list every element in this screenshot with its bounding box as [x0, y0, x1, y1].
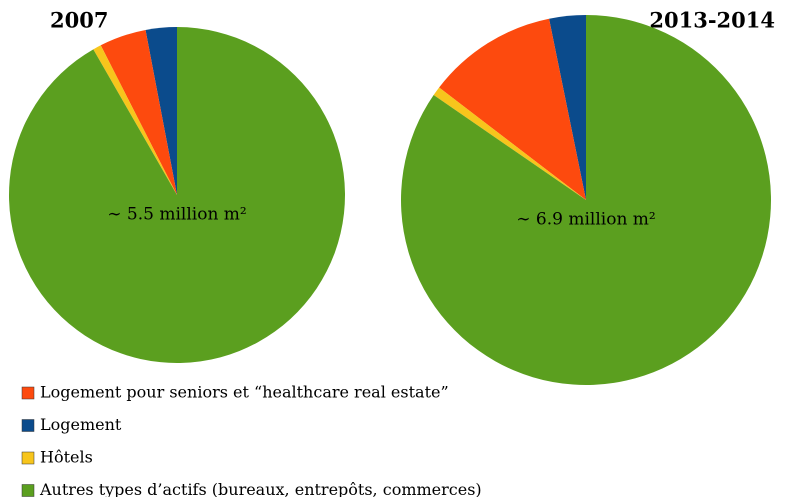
- annotation: ∼ 5.5 million m²: [107, 205, 246, 225]
- chart-title: 2013-2014: [649, 8, 775, 33]
- pie-slice: [433, 87, 586, 200]
- legend-swatch: [21, 451, 35, 465]
- pie-slice: [145, 27, 177, 195]
- pie-slice: [93, 45, 177, 195]
- legend-swatch: [21, 484, 35, 497]
- legend-swatch: [21, 386, 35, 400]
- pie-slice: [439, 18, 586, 200]
- legend-label: Logement: [40, 415, 122, 434]
- legend-label: Autres types d’actifs (bureaux, entrepôt…: [39, 480, 482, 497]
- pie-slice: [549, 15, 586, 200]
- pie-slice: [9, 27, 345, 363]
- annotation: ∼ 6.9 million m²: [516, 210, 655, 230]
- pie-slice: [100, 29, 177, 196]
- chart-title: 2007: [50, 8, 108, 33]
- legend-label: Logement pour seniors et “healthcare rea…: [40, 383, 449, 402]
- legend-swatch: [21, 419, 35, 432]
- pie-slice: [401, 15, 771, 385]
- legend-label: Hôtels: [40, 448, 93, 467]
